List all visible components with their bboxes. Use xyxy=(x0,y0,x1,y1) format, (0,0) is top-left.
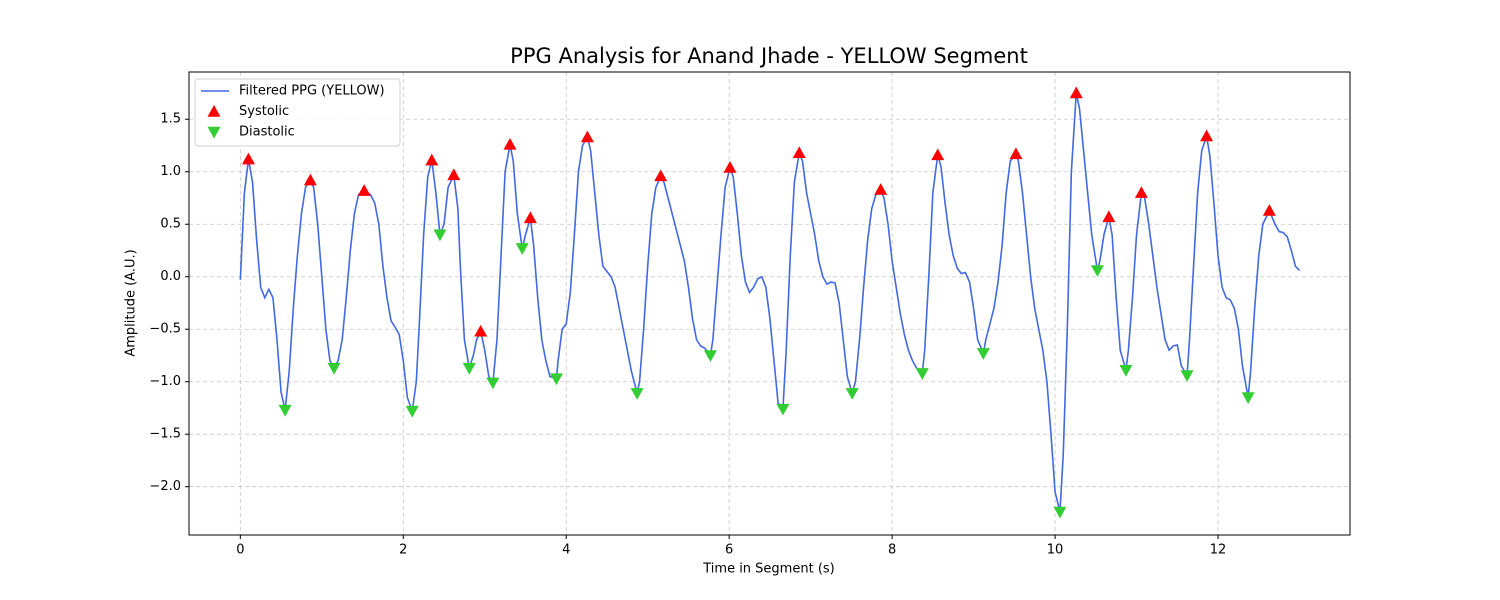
diastolic-marker xyxy=(433,229,447,242)
systolic-marker xyxy=(425,153,439,166)
x-tick-label: 0 xyxy=(236,543,244,558)
y-tick-label: −1.0 xyxy=(149,374,181,389)
diastolic-marker xyxy=(915,368,929,380)
diastolic-marker xyxy=(549,373,563,386)
chart-title: PPG Analysis for Anand Jhade - YELLOW Se… xyxy=(510,44,1028,68)
legend-box xyxy=(194,78,401,147)
diastolic-marker xyxy=(1119,364,1133,377)
systolic-marker xyxy=(1134,186,1148,198)
systolic-marker xyxy=(1262,204,1276,216)
diastolic-marker xyxy=(327,362,341,375)
diastolic-marker xyxy=(703,350,717,362)
systolic-marker xyxy=(503,137,517,150)
y-tick-label: 0.0 xyxy=(160,269,181,284)
diastolic-marker xyxy=(630,388,644,400)
diastolic-marker xyxy=(515,243,529,255)
legend-swatch xyxy=(207,126,221,139)
legend-swatch xyxy=(207,105,221,117)
diastolic-marker xyxy=(278,404,292,417)
systolic-marker xyxy=(474,324,488,337)
diastolic-marker xyxy=(1090,265,1104,277)
diastolic-marker xyxy=(1241,392,1255,404)
diastolic-marker xyxy=(462,362,476,375)
systolic-marker xyxy=(792,146,806,159)
systolic-marker xyxy=(357,184,371,196)
systolic-marker xyxy=(1069,86,1083,99)
x-tick-label: 8 xyxy=(888,543,896,558)
x-tick-label: 2 xyxy=(399,543,407,558)
ppg-line xyxy=(239,92,1301,513)
diastolic-marker xyxy=(845,388,859,400)
y-tick-label: −2.0 xyxy=(149,479,181,494)
legend-label: Systolic xyxy=(239,104,289,119)
y-tick-label: −0.5 xyxy=(149,322,181,337)
x-tick-label: 12 xyxy=(1210,543,1227,558)
diastolic-marker xyxy=(1180,370,1194,382)
diastolic-marker xyxy=(486,377,500,390)
legend-label: Filtered PPG (YELLOW) xyxy=(239,84,385,99)
systolic-marker xyxy=(241,152,255,165)
systolic-marker xyxy=(1009,147,1023,160)
y-tick-label: 1.0 xyxy=(160,164,181,179)
systolic-marker xyxy=(654,169,668,182)
grid xyxy=(189,72,1350,535)
x-axis-label: Time in Segment (s) xyxy=(702,562,834,577)
plot-frame xyxy=(188,71,1351,536)
y-axis-label: Amplitude (A.U.) xyxy=(124,249,139,356)
diastolic-marker xyxy=(776,403,790,416)
diastolic-marker xyxy=(405,405,419,418)
systolic-marker xyxy=(1200,129,1214,142)
diastolic-marker xyxy=(1053,506,1067,519)
y-tick-label: 0.5 xyxy=(160,217,181,232)
systolic-marker xyxy=(523,211,537,224)
systolic-marker xyxy=(580,130,594,143)
y-tick-label: −1.5 xyxy=(149,427,181,442)
legend: Filtered PPG (YELLOW) Systolic Diastolic xyxy=(194,78,401,147)
legend-label: Diastolic xyxy=(239,125,295,140)
x-tick-label: 4 xyxy=(562,543,570,558)
plot xyxy=(239,86,1301,519)
diastolic-marker xyxy=(976,348,990,360)
x-tick-label: 10 xyxy=(1047,543,1064,558)
systolic-marker xyxy=(303,173,317,186)
systolic-marker xyxy=(447,168,461,181)
systolic-marker xyxy=(723,161,737,173)
systolic-marker xyxy=(931,148,945,161)
systolic-marker xyxy=(874,183,888,195)
systolic-marker xyxy=(1102,210,1116,223)
x-tick-label: 6 xyxy=(725,543,733,558)
y-tick-label: 1.5 xyxy=(160,112,181,127)
